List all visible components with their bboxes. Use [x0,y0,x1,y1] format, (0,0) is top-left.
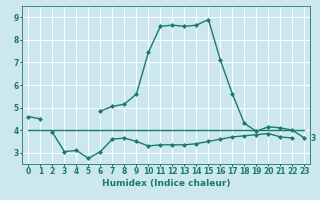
X-axis label: Humidex (Indice chaleur): Humidex (Indice chaleur) [102,179,231,188]
Text: 3: 3 [310,134,316,143]
